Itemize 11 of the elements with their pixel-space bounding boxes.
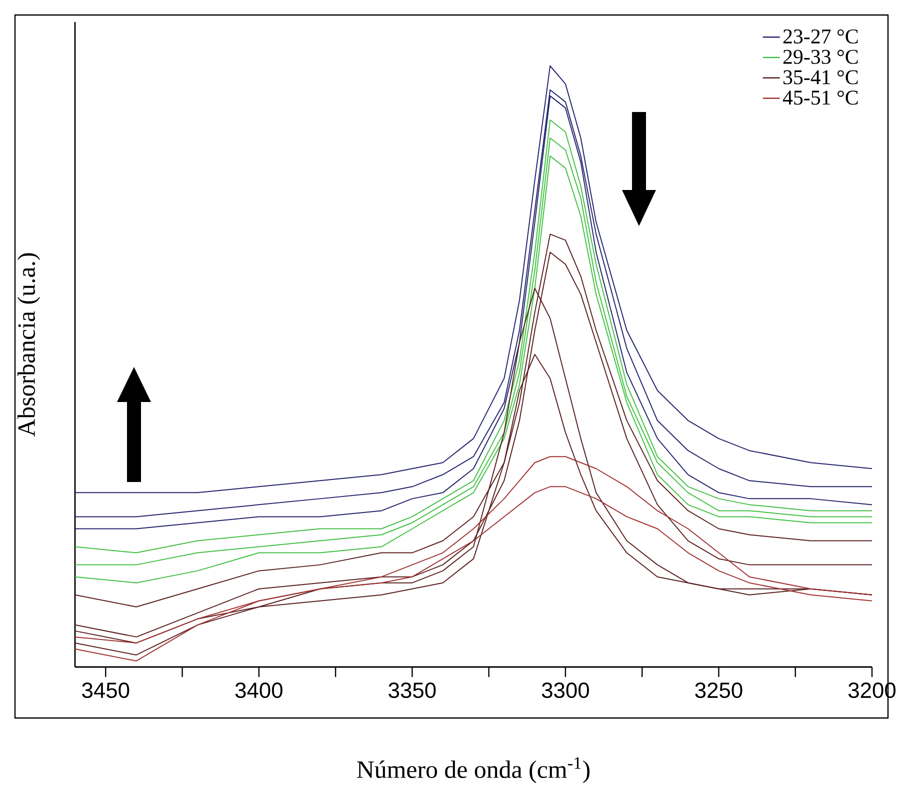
x-axis-title: Número de onda (cm$^{-1}$): [357, 757, 590, 784]
x-tick-label: 3450: [82, 682, 130, 698]
y-axis-title: Absorbancia (u.a.): [17, 253, 40, 437]
legend-label: 35-41 °C: [783, 70, 858, 84]
legend-label: 23-27 °C: [783, 29, 858, 44]
x-tick-label: 3300: [542, 682, 589, 698]
x-tick-label: 3350: [388, 682, 436, 698]
x-tick-label: 3400: [235, 682, 282, 698]
x-tick-label: 3250: [695, 682, 742, 698]
legend-label: 45-51 °C: [782, 90, 858, 105]
legend-label: 29-33 °C: [783, 50, 858, 64]
